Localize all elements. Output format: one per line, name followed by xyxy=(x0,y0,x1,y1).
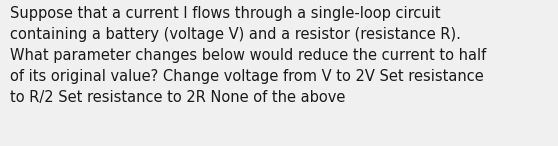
Text: Suppose that a current I flows through a single-loop circuit
containing a batter: Suppose that a current I flows through a… xyxy=(10,6,486,105)
